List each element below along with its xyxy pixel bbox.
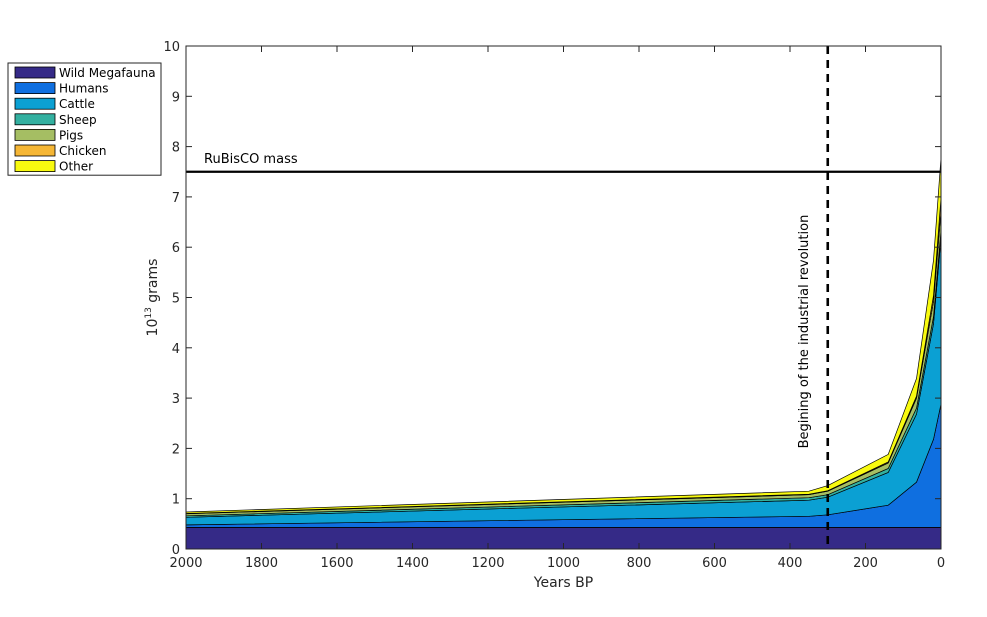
x-tick-label: 2000 bbox=[169, 556, 202, 571]
y-tick-label: 6 bbox=[172, 241, 180, 256]
legend-label: Wild Megafauna bbox=[59, 66, 156, 80]
y-tick-label: 8 bbox=[172, 141, 180, 156]
rubisco-reference-label: RuBisCO mass bbox=[204, 152, 298, 167]
legend-swatch bbox=[14, 160, 56, 173]
x-tick-label: 200 bbox=[853, 556, 878, 571]
x-tick-label: 1200 bbox=[471, 556, 504, 571]
y-tick-label: 0 bbox=[172, 543, 180, 558]
y-tick-label: 3 bbox=[172, 392, 180, 407]
y-tick-label: 7 bbox=[172, 191, 180, 206]
legend-label: Sheep bbox=[59, 113, 97, 127]
y-axis-label-exponent: 13 bbox=[144, 307, 154, 318]
x-tick-label: 1600 bbox=[320, 556, 353, 571]
legend-label: Chicken bbox=[59, 144, 106, 158]
x-tick-label: 1000 bbox=[547, 556, 580, 571]
x-tick-label: 1400 bbox=[396, 556, 429, 571]
legend-swatch bbox=[14, 82, 56, 94]
stacked-areas bbox=[185, 157, 942, 550]
x-tick-label: 1800 bbox=[245, 556, 278, 571]
legend-label: Pigs bbox=[59, 128, 83, 142]
y-axis-label: 1013 grams bbox=[144, 259, 161, 337]
legend-label: Humans bbox=[59, 82, 109, 96]
y-tick-label: 9 bbox=[172, 90, 180, 105]
x-tick-label: 0 bbox=[937, 556, 945, 571]
legend-swatch bbox=[14, 97, 56, 110]
y-tick-label: 2 bbox=[172, 442, 180, 457]
legend-label: Cattle bbox=[59, 97, 95, 111]
y-tick-label: 1 bbox=[172, 493, 180, 508]
y-tick-label: 4 bbox=[172, 342, 180, 357]
x-tick-label: 600 bbox=[702, 556, 727, 571]
legend-swatch bbox=[14, 128, 56, 141]
legend-swatch bbox=[14, 113, 56, 126]
y-axis-label-base: 10 bbox=[145, 319, 161, 337]
axis-ticks: 2000 1800 1600 1400 1200 1000 800 600 400 200 0012… bbox=[163, 40, 945, 571]
y-axis-label-unit: grams bbox=[145, 259, 161, 308]
x-tick-label: 800 bbox=[627, 556, 652, 571]
y-tick-label: 10 bbox=[163, 40, 180, 55]
x-axis-label: Years BP bbox=[533, 575, 593, 591]
legend-label: Other bbox=[59, 160, 93, 174]
legend-swatch bbox=[14, 144, 56, 157]
legend-swatch bbox=[14, 66, 56, 79]
area-other bbox=[185, 157, 942, 514]
x-tick-label: 400 bbox=[778, 556, 803, 571]
y-tick-label: 5 bbox=[172, 292, 180, 307]
industrial-revolution-label: Begining of the industrial revolution bbox=[797, 215, 812, 449]
